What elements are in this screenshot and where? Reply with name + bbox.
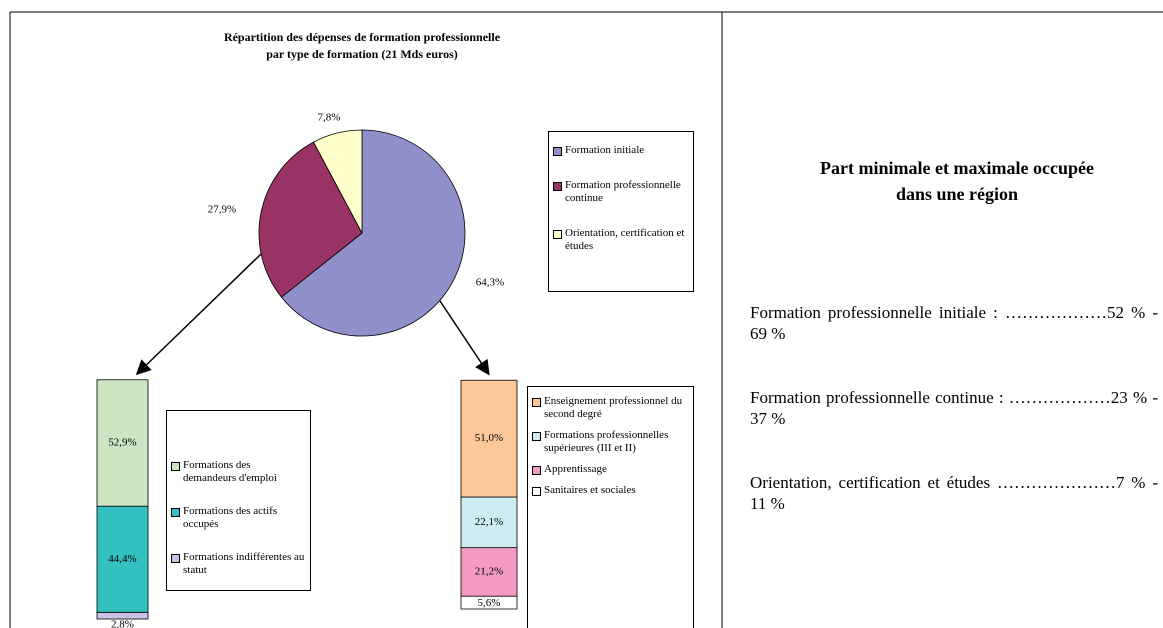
legend: Enseignement professionnel du second deg… (527, 386, 694, 628)
legend-label: Formations des actifs occupés (183, 505, 278, 530)
side-title-line: dans une région (895, 184, 1019, 204)
legend: Formation initiale Formation professionne… (548, 131, 694, 292)
side-title: Part minimale et maximale occupée dans u… (740, 155, 1163, 207)
legend-entry: Enseignement professionnel du second deg… (532, 395, 689, 421)
legend-label: Apprentissage (544, 463, 607, 475)
legend-swatch (171, 508, 180, 517)
chart-title: Répartition des dépenses de formation pr… (224, 30, 501, 44)
data-label: 2,8% (111, 619, 134, 628)
data-label: 7,8% (318, 112, 341, 124)
pie-slice (258, 141, 363, 298)
legend-label: Formations indifférentes au statut (183, 551, 305, 576)
legend: Formations des demandeurs d'emploi Format… (166, 410, 311, 591)
legend-entry: Formations des demandeurs d'emploi (171, 459, 306, 485)
legend-swatch (532, 466, 541, 475)
legend-swatch (171, 554, 180, 563)
data-label: 5,6% (478, 597, 501, 609)
legend-swatch (532, 432, 541, 441)
legend-label: Enseignement professionnel du second deg… (544, 395, 683, 420)
legend-entry: Formation professionnelle continue (553, 179, 689, 205)
legend-swatch (171, 462, 180, 471)
bar-segment (460, 379, 518, 498)
legend-swatch (553, 230, 562, 239)
data-label: 51,0% (475, 432, 503, 444)
legend-swatch (532, 398, 541, 407)
bar-segment (96, 505, 149, 613)
side-title-line: Part minimale et maximale occupée (820, 158, 1094, 178)
bar-segment (460, 547, 518, 597)
data-label: 27,9% (208, 204, 236, 216)
legend-entry: Formations indifférentes au statut (171, 551, 306, 577)
data-label: 64,3% (476, 277, 504, 289)
data-label: 21,2% (475, 565, 503, 577)
side-item: Formation professionnelle continue : ………… (750, 388, 1158, 428)
legend-entry: Sanitaires et sociales (532, 484, 689, 497)
pie-slice (312, 129, 363, 234)
legend-entry: Formation initiale (553, 144, 689, 157)
side-item: Formation professionnelle initiale : ………… (750, 303, 1158, 343)
bar-segment (460, 496, 518, 549)
data-label: 22,1% (475, 516, 503, 528)
side-item: Orientation, certification et études ………… (750, 473, 1158, 513)
legend-entry: Apprentissage (532, 463, 689, 476)
legend-swatch (532, 487, 541, 496)
legend-label: Orientation, certification et études (565, 227, 685, 252)
legend-entry: Formations des actifs occupés (171, 505, 306, 531)
legend-label: Formations professionnelles supérieures … (544, 429, 669, 454)
pie-slice (280, 129, 466, 337)
legend-label: Formation initiale (565, 144, 645, 156)
bar-segment (96, 379, 149, 507)
legend-swatch (553, 182, 562, 191)
data-label: 52,9% (108, 437, 136, 449)
legend-label: Formation professionnelle continue (565, 179, 681, 204)
legend-label: Sanitaires et sociales (544, 484, 636, 496)
legend-entry: Orientation, certification et études (553, 227, 689, 253)
chart-title: par type de formation (21 Mds euros) (266, 47, 458, 61)
legend-label: Formations des demandeurs d'emploi (183, 459, 277, 484)
legend-entry: Formations professionnelles supérieures … (532, 429, 689, 455)
data-label: 44,4% (108, 553, 136, 565)
legend-swatch (553, 147, 562, 156)
